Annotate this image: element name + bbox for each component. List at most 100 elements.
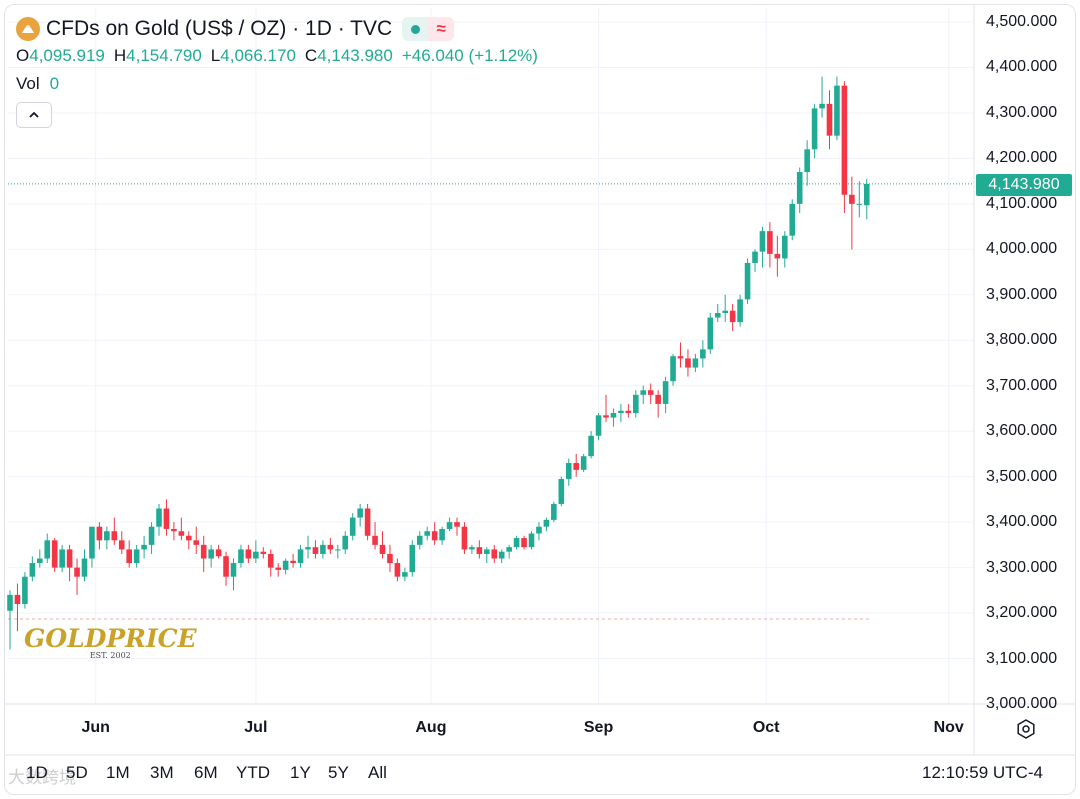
candle-body [469, 547, 475, 550]
candle-body [297, 549, 304, 564]
candle-body [558, 478, 565, 504]
candle-body [573, 463, 579, 470]
candle-body [335, 549, 341, 551]
y-tick-label: 4,300.000 [986, 103, 1058, 121]
candle-body [588, 435, 594, 457]
candle-body [267, 553, 274, 568]
candle-body [640, 390, 647, 395]
title-row: CFDs on Gold (US$ / OZ) · 1D · TVC ≈ [16, 14, 538, 44]
x-tick-label: Oct [752, 719, 780, 736]
candle-body [595, 415, 602, 436]
candle-body [193, 540, 200, 545]
ohlc-open: O4,095.919 [16, 46, 105, 65]
clock: 12:10:59 UTC-4 [922, 763, 1043, 782]
range-button-1d[interactable]: 1D [26, 763, 48, 782]
candle-body [126, 549, 132, 564]
candle-body [245, 549, 252, 559]
goldprice-logo: GOLDPRICE EST. 2002 [24, 624, 197, 660]
candle-body [253, 551, 259, 559]
candle-body [774, 253, 781, 259]
y-tick-label: 4,500.000 [986, 13, 1058, 30]
candle-body [528, 533, 535, 548]
candle-body [767, 231, 773, 254]
range-button-all[interactable]: All [368, 763, 387, 782]
candle-body [446, 522, 453, 529]
x-tick-label: Jun [81, 719, 110, 736]
range-button-3m[interactable]: 3M [150, 763, 174, 782]
y-tick-label: 3,000.000 [986, 695, 1058, 712]
candle-body [692, 358, 699, 368]
candle-body [498, 551, 505, 559]
candle-body [841, 85, 848, 195]
y-tick-label: 3,700.000 [986, 376, 1058, 394]
candle-body [655, 394, 661, 404]
candle-body [305, 547, 311, 550]
y-tick-label: 4,200.000 [986, 149, 1058, 167]
y-tick-label: 3,900.000 [986, 285, 1058, 303]
y-tick-label: 3,200.000 [986, 604, 1058, 622]
candle-body [700, 349, 706, 359]
chevron-up-icon [29, 111, 39, 118]
y-tick-label: 4,000.000 [986, 240, 1058, 258]
y-tick-label: 3,800.000 [986, 331, 1058, 349]
candle-body [565, 463, 572, 479]
candle-body [44, 540, 51, 559]
range-button-ytd[interactable]: YTD [236, 763, 270, 782]
candle-body [22, 576, 28, 604]
collapse-legend-button[interactable] [16, 102, 52, 128]
y-tick-label: 3,300.000 [986, 558, 1058, 576]
candle-body [714, 312, 721, 318]
status-dot-icon [410, 24, 420, 34]
candle-body [439, 528, 445, 541]
candle-body [856, 203, 863, 205]
market-open-indicator[interactable] [402, 17, 429, 41]
range-button-6m[interactable]: 6M [194, 763, 218, 782]
candle-body [707, 317, 714, 350]
candle-body [178, 531, 185, 536]
candle-body [819, 103, 825, 109]
range-button-1y[interactable]: 1Y [290, 763, 311, 782]
data-delay-icon[interactable]: ≈ [428, 17, 455, 41]
candle-body [89, 526, 95, 559]
ohlc-change: +46.040 (+1.12%) [401, 46, 538, 65]
range-button-5y[interactable]: 5Y [328, 763, 349, 782]
candle-body [506, 547, 512, 552]
candle-body [59, 549, 65, 568]
candle-body [37, 558, 43, 564]
candle-body [796, 172, 803, 204]
candle-body [14, 594, 21, 604]
candle-body [7, 594, 13, 611]
x-tick-label: Nov [933, 719, 964, 736]
candle-body [230, 563, 237, 577]
candle-body [104, 531, 110, 541]
chart-title: CFDs on Gold (US$ / OZ) · 1D · TVC [46, 17, 393, 40]
candle-body [320, 544, 326, 554]
candle-body [290, 560, 296, 564]
axis-settings-icon[interactable] [1014, 717, 1038, 741]
candle-body [156, 508, 162, 527]
candle-body [670, 356, 676, 382]
candle-body [208, 549, 214, 559]
candle-body [372, 535, 378, 545]
candle-body [200, 544, 207, 559]
candle-body [454, 522, 460, 527]
candle-body [275, 567, 281, 570]
candle-body [387, 553, 393, 564]
ohlc-legend: O4,095.919 H4,154.790 L4,066.170 C4,143.… [16, 44, 538, 68]
candle-body [662, 381, 669, 404]
volume-legend: Vol 0 [16, 74, 538, 94]
y-tick-label: 4,100.000 [986, 194, 1058, 212]
candle-body [349, 517, 356, 536]
candle-body [282, 560, 289, 570]
candle-body [580, 456, 587, 470]
candle-body [431, 531, 438, 541]
candle-body [811, 108, 818, 150]
y-tick-label: 3,600.000 [986, 422, 1058, 440]
ohlc-high: H4,154.790 [113, 46, 202, 65]
range-button-1m[interactable]: 1M [106, 763, 130, 782]
range-button-5d[interactable]: 5D [66, 763, 88, 782]
status-pill[interactable]: ≈ [402, 17, 455, 41]
candle-body [677, 356, 684, 359]
chart-frame [4, 4, 1076, 795]
